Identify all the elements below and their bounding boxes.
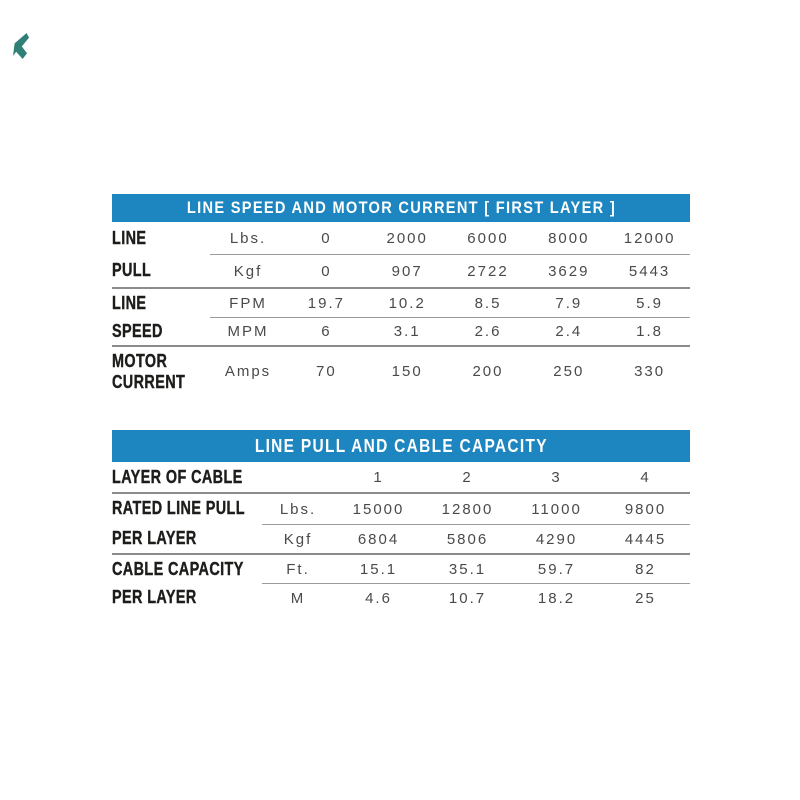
unit-cell: Lbs. bbox=[279, 500, 317, 518]
row-label-line: LINE bbox=[112, 227, 147, 248]
value-cell: 3 bbox=[551, 468, 562, 486]
value-cell: 4445 bbox=[624, 530, 667, 548]
unit-cell: Lbs. bbox=[229, 229, 267, 247]
row-label-per-layer: PER LAYER bbox=[112, 587, 197, 608]
value-cell: 6 bbox=[321, 323, 332, 340]
row-label-motor-current: MOTOR CURRENT bbox=[112, 347, 210, 396]
value-cell: 5806 bbox=[446, 530, 489, 548]
value-cell: 5.9 bbox=[636, 294, 664, 312]
value-cell: 70 bbox=[316, 363, 337, 380]
value-cell: 10.2 bbox=[388, 294, 426, 312]
value-cell: 200 bbox=[472, 363, 504, 380]
value-cell: 15000 bbox=[352, 500, 405, 518]
table-row: Kgf 6804 5806 4290 4445 bbox=[262, 525, 690, 553]
value-cell: 82 bbox=[635, 560, 656, 578]
value-cell: 2.4 bbox=[555, 323, 583, 340]
value-cell: 5443 bbox=[628, 262, 671, 280]
group-divider bbox=[112, 553, 690, 555]
row-label-rated-line-pull: RATED LINE PULL PER LAYER bbox=[112, 494, 262, 553]
table2-group-cable-capacity: CABLE CAPACITY PER LAYER Ft. 15.1 35.1 5… bbox=[112, 555, 690, 612]
value-cell: 12800 bbox=[441, 500, 494, 518]
row-label-line: LINE bbox=[112, 292, 147, 313]
table2-title: LINE PULL AND CABLE CAPACITY bbox=[254, 435, 548, 456]
value-cell: 6000 bbox=[467, 229, 509, 247]
value-cell: 3629 bbox=[548, 262, 590, 280]
row-label-motor: MOTOR bbox=[112, 351, 168, 372]
value-cell: 10.7 bbox=[448, 589, 487, 607]
table2-layer-row: LAYER OF CABLE 1 2 3 4 bbox=[112, 462, 690, 492]
value-cell: 4 bbox=[640, 468, 651, 486]
value-cell: 330 bbox=[634, 363, 666, 380]
value-cell: 1 bbox=[373, 468, 384, 486]
value-cell: 0 bbox=[321, 262, 332, 280]
value-cell: 59.7 bbox=[537, 560, 576, 578]
value-cell: 18.2 bbox=[537, 589, 576, 607]
table2-header-banner: LINE PULL AND CABLE CAPACITY bbox=[112, 430, 690, 462]
table-row: Lbs. 15000 12800 11000 9800 bbox=[262, 494, 690, 525]
row-label-speed: SPEED bbox=[112, 320, 163, 341]
value-cell: 0 bbox=[321, 229, 332, 247]
table-row: MPM 6 3.1 2.6 2.4 1.8 bbox=[210, 318, 690, 345]
value-cell: 2000 bbox=[386, 229, 428, 247]
value-cell: 8.5 bbox=[474, 294, 502, 312]
group-divider bbox=[112, 492, 690, 494]
row-label-cable-capacity-line1: CABLE CAPACITY bbox=[112, 558, 244, 579]
value-cell: 2.6 bbox=[474, 323, 502, 340]
group-divider bbox=[112, 287, 690, 289]
table1-group-line-pull: LINE PULL Lbs. 0 2000 6000 8000 12000 Kg… bbox=[112, 222, 690, 287]
unit-cell: MPM bbox=[227, 323, 269, 340]
spec-sheet: LINE SPEED AND MOTOR CURRENT [ FIRST LAY… bbox=[112, 194, 690, 612]
value-cell: 2722 bbox=[467, 262, 509, 280]
row-label-layer-of-cable: LAYER OF CABLE bbox=[112, 466, 243, 487]
group-divider bbox=[112, 345, 690, 347]
value-cell: 19.7 bbox=[307, 294, 345, 312]
unit-cell: M bbox=[290, 589, 306, 607]
value-cell: 15.1 bbox=[359, 560, 398, 578]
row-label-line-speed: LINE SPEED bbox=[112, 289, 210, 345]
table-row: Lbs. 0 2000 6000 8000 12000 bbox=[210, 222, 690, 255]
table-row: 1 2 3 4 bbox=[262, 462, 690, 492]
table1-header-banner: LINE SPEED AND MOTOR CURRENT [ FIRST LAY… bbox=[112, 194, 690, 222]
value-cell: 2 bbox=[462, 468, 473, 486]
unit-cell: Kgf bbox=[233, 262, 263, 280]
value-cell: 12000 bbox=[623, 229, 676, 247]
row-label-line-pull: LINE PULL bbox=[112, 222, 210, 287]
value-cell: 8000 bbox=[548, 229, 590, 247]
value-cell: 35.1 bbox=[448, 560, 487, 578]
table-row: Amps 70 150 200 250 330 bbox=[210, 347, 690, 396]
unit-cell: Amps bbox=[224, 363, 272, 380]
value-cell: 6804 bbox=[357, 530, 400, 548]
value-cell: 3.1 bbox=[393, 323, 421, 340]
row-label-per-layer: PER LAYER bbox=[112, 527, 197, 548]
unit-cell: Kgf bbox=[283, 530, 313, 548]
table2-group-rated-line-pull: RATED LINE PULL PER LAYER Lbs. 15000 128… bbox=[112, 494, 690, 553]
value-cell: 4.6 bbox=[365, 589, 392, 607]
value-cell: 25 bbox=[635, 589, 656, 607]
value-cell: 7.9 bbox=[555, 294, 583, 312]
row-label-rated-line-pull-line1: RATED LINE PULL bbox=[112, 498, 245, 519]
value-cell: 907 bbox=[391, 262, 423, 280]
table-row: Ft. 15.1 35.1 59.7 82 bbox=[262, 555, 690, 584]
unit-cell: Ft. bbox=[286, 560, 310, 578]
unit-cell: FPM bbox=[229, 294, 267, 312]
corner-scan-mark bbox=[13, 33, 29, 59]
value-cell: 11000 bbox=[531, 500, 582, 518]
value-cell: 1.8 bbox=[636, 323, 664, 340]
table1-group-motor-current: MOTOR CURRENT Amps 70 150 200 250 330 bbox=[112, 347, 690, 396]
row-label-cable-capacity: CABLE CAPACITY PER LAYER bbox=[112, 555, 262, 612]
value-cell: 150 bbox=[391, 363, 423, 380]
table-row: FPM 19.7 10.2 8.5 7.9 5.9 bbox=[210, 289, 690, 318]
value-cell: 9800 bbox=[624, 500, 667, 518]
table1-group-line-speed: LINE SPEED FPM 19.7 10.2 8.5 7.9 5.9 MPM… bbox=[112, 289, 690, 345]
table-row: Kgf 0 907 2722 3629 5443 bbox=[210, 255, 690, 287]
row-label-pull: PULL bbox=[112, 260, 152, 281]
row-label-current: CURRENT bbox=[112, 371, 186, 392]
value-cell: 250 bbox=[553, 363, 585, 380]
table1-title: LINE SPEED AND MOTOR CURRENT [ FIRST LAY… bbox=[186, 198, 616, 217]
value-cell: 4290 bbox=[535, 530, 578, 548]
table-row: M 4.6 10.7 18.2 25 bbox=[262, 584, 690, 612]
